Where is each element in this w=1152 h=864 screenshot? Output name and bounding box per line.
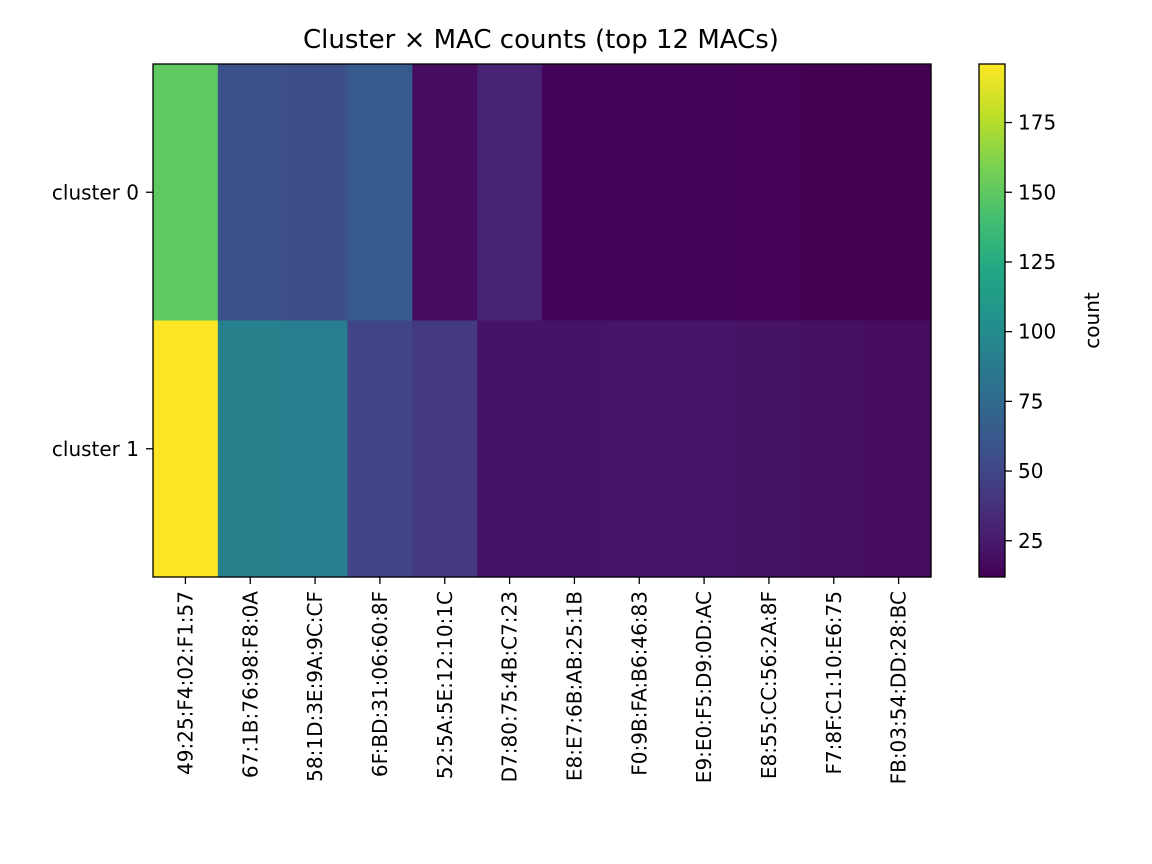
colorbar-tick-label: 150 xyxy=(1018,180,1056,204)
x-tick-label: 52:5A:5E:12:10:1C xyxy=(433,591,457,779)
colorbar-tick-label: 75 xyxy=(1018,389,1043,413)
heatmap-cell xyxy=(736,320,802,578)
heatmap-cells xyxy=(153,64,932,578)
heatmap-cell xyxy=(282,320,349,578)
heatmap-cell xyxy=(477,320,543,578)
heatmap-cell xyxy=(412,320,478,578)
heatmap-cell xyxy=(153,320,219,578)
heatmap-cell xyxy=(671,64,738,322)
x-tick-label: 67:1B:76:98:F8:0A xyxy=(238,591,262,778)
x-tick-label: D7:80:75:4B:C7:23 xyxy=(498,591,522,782)
x-tick-label: E9:E0:F5:D9:0D:AC xyxy=(692,591,716,783)
x-tick-label: E8:E7:6B:AB:25:1B xyxy=(562,591,586,781)
heatmap-cell xyxy=(542,320,608,578)
plot-frame xyxy=(152,63,932,578)
heatmap-cell xyxy=(347,64,413,322)
heatmap-cell xyxy=(801,320,867,578)
y-axis: cluster 0 cluster 1 xyxy=(52,180,153,461)
colorbar-gradient xyxy=(978,63,1006,578)
heatmap-cell xyxy=(606,320,673,578)
x-tick-label: 6F:BD:31:06:60:8F xyxy=(368,591,392,777)
x-tick-label: F0:9B:FA:B6:46:83 xyxy=(627,591,651,776)
heatmap-cell xyxy=(866,320,932,578)
colorbar-tick-label: 175 xyxy=(1018,111,1056,135)
heatmap-cell xyxy=(282,64,349,322)
y-tick-label: cluster 1 xyxy=(52,437,139,461)
heatmap-cell xyxy=(347,320,413,578)
heatmap-cell xyxy=(477,64,543,322)
heatmap-cell xyxy=(153,64,219,322)
colorbar: 25 50 75 100 125 150 175 count xyxy=(978,63,1104,578)
heatmap-cell xyxy=(801,64,867,322)
x-tick-label: F7:8F:C1:10:E6:75 xyxy=(822,591,846,775)
colorbar-tick-label: 25 xyxy=(1018,529,1043,553)
chart-title: Cluster × MAC counts (top 12 MACs) xyxy=(303,25,779,55)
x-tick-label: 49:25:F4:02:F1:57 xyxy=(173,591,197,775)
x-tick-label: E8:55:CC:56:2A:8F xyxy=(757,591,781,779)
heatmap-cell xyxy=(217,320,284,578)
heatmap-cell xyxy=(412,64,478,322)
colorbar-tick-label: 100 xyxy=(1018,320,1056,344)
heatmap-cell xyxy=(217,64,284,322)
colorbar-tick-label: 50 xyxy=(1018,459,1043,483)
y-tick-label: cluster 0 xyxy=(52,180,139,204)
colorbar-label: count xyxy=(1080,292,1104,349)
heatmap-cell xyxy=(866,64,932,322)
colorbar-tick-label: 125 xyxy=(1018,250,1056,274)
x-axis: 49:25:F4:02:F1:57 67:1B:76:98:F8:0A 58:1D:… xyxy=(173,577,911,784)
heatmap-cell xyxy=(606,64,673,322)
heatmap-cell xyxy=(542,64,608,322)
x-tick-label: 58:1D:3E:9A:9C:CF xyxy=(303,591,327,782)
heatmap-cell xyxy=(671,320,738,578)
x-tick-label: FB:03:54:DD:28:BC xyxy=(887,591,911,784)
heatmap-cell xyxy=(736,64,802,322)
